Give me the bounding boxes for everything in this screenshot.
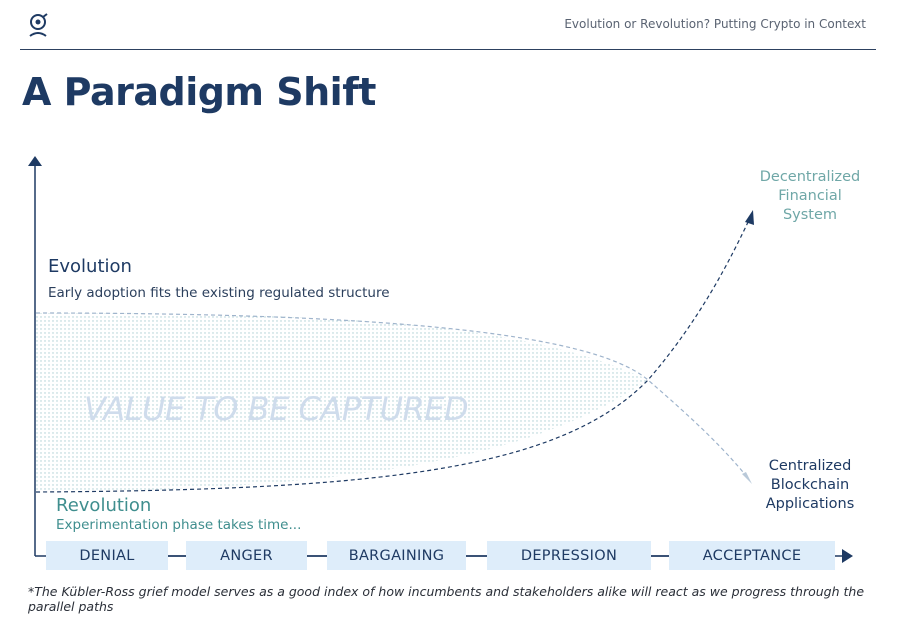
x-axis-arrow	[842, 549, 853, 563]
stage-bargaining: BARGAINING	[327, 541, 466, 570]
stage-depression: DEPRESSION	[487, 541, 651, 570]
revolution-path	[35, 217, 751, 493]
value-area-label: VALUE TO BE CAPTURED	[84, 390, 469, 428]
decentralized-outcome-label: Decentralized Financial System	[759, 169, 861, 223]
logo-icon	[29, 13, 48, 37]
evolution-description: Early adoption fits the existing regulat…	[48, 285, 390, 301]
stage-anger: ANGER	[186, 541, 307, 570]
centralized-outcome-label: Centralized Blockchain Applications	[765, 458, 855, 512]
page-title: A Paradigm Shift	[22, 70, 376, 114]
header-subtitle: Evolution or Revolution? Putting Crypto …	[564, 17, 866, 31]
revolution-label: Revolution	[56, 495, 152, 516]
y-axis-arrow	[28, 156, 42, 166]
stage-acceptance: ACCEPTANCE	[669, 541, 835, 570]
revolution-description: Experimentation phase takes time...	[56, 517, 302, 533]
revolution-arrowhead	[745, 210, 754, 225]
stage-denial: DENIAL	[46, 541, 168, 570]
evolution-arrowhead	[742, 472, 752, 484]
header-divider	[20, 49, 876, 50]
footnote: *The Kübler-Ross grief model serves as a…	[28, 584, 865, 614]
value-area	[36, 313, 648, 492]
evolution-label: Evolution	[48, 256, 132, 277]
evolution-path	[35, 312, 749, 479]
